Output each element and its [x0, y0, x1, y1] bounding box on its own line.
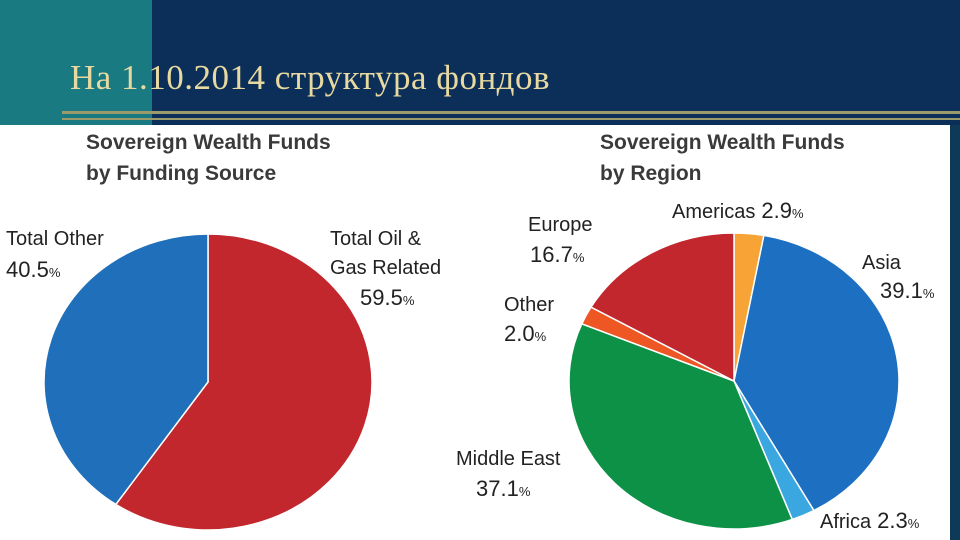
- label-other: Other: [504, 294, 554, 316]
- value-asia-number: 39.1: [880, 278, 923, 303]
- value-europe-number: 16.7: [530, 242, 573, 267]
- title-rule-bottom: [62, 118, 960, 120]
- label-europe: Europe: [528, 214, 593, 236]
- chart1-title-line2: by Funding Source: [86, 162, 276, 185]
- value-asia-pct: %: [923, 286, 935, 301]
- value-americas-pct: %: [792, 206, 804, 221]
- chart2-title-line1: Sovereign Wealth Funds: [600, 131, 845, 154]
- chart1-title-line1: Sovereign Wealth Funds: [86, 131, 331, 154]
- title-bar-accent: [0, 0, 152, 130]
- value-africa-pct: %: [908, 516, 920, 531]
- label-africa-name: Africa: [820, 511, 872, 533]
- value-middle-east-number: 37.1: [476, 476, 519, 501]
- pie-slice-asia: [733, 234, 900, 512]
- title-bar: [152, 0, 960, 130]
- label-oil-gas-line2: Gas Related: [330, 257, 441, 279]
- chart2-title-line2: by Region: [600, 162, 702, 185]
- value-oil-gas-pct: %: [403, 293, 415, 308]
- value-oil-gas: 59.5%: [360, 285, 415, 310]
- value-asia: 39.1%: [880, 278, 935, 303]
- pie-slice-total-oil: [114, 233, 373, 531]
- pie-region: [568, 232, 900, 530]
- label-middle-east: Middle East: [456, 448, 561, 470]
- pie-slice-middle-east: [568, 322, 794, 530]
- pie-slice-total-other: [43, 233, 209, 506]
- label-asia: Asia: [862, 252, 902, 274]
- value-americas-number: 2.9: [761, 198, 792, 223]
- pie-slice-europe: [589, 232, 735, 383]
- label-oil-gas-line1: Total Oil &: [330, 228, 422, 250]
- title-rule-top: [62, 111, 960, 114]
- value-other: 2.0%: [504, 321, 547, 346]
- value-total-other-pct: %: [49, 265, 61, 280]
- charts-canvas: Sovereign Wealth Funds by Funding Source…: [6, 131, 935, 533]
- label-americas-name: Americas: [672, 201, 755, 223]
- value-europe: 16.7%: [530, 242, 585, 267]
- pie-funding-source: [43, 233, 373, 531]
- value-other-pct: %: [535, 329, 547, 344]
- panel-edge: [950, 125, 960, 540]
- value-middle-east-pct: %: [519, 484, 531, 499]
- label-africa: Africa 2.3%: [820, 508, 920, 533]
- value-europe-pct: %: [573, 250, 585, 265]
- label-americas: Americas 2.9%: [672, 198, 804, 223]
- value-middle-east: 37.1%: [476, 476, 531, 501]
- value-africa-number: 2.3: [877, 508, 908, 533]
- slide-title: На 1.10.2014 структура фондов: [70, 58, 551, 97]
- value-oil-gas-number: 59.5: [360, 285, 403, 310]
- label-total-other: Total Other: [6, 228, 104, 250]
- value-other-number: 2.0: [504, 321, 535, 346]
- value-total-other-number: 40.5: [6, 257, 49, 282]
- value-total-other: 40.5%: [6, 257, 61, 282]
